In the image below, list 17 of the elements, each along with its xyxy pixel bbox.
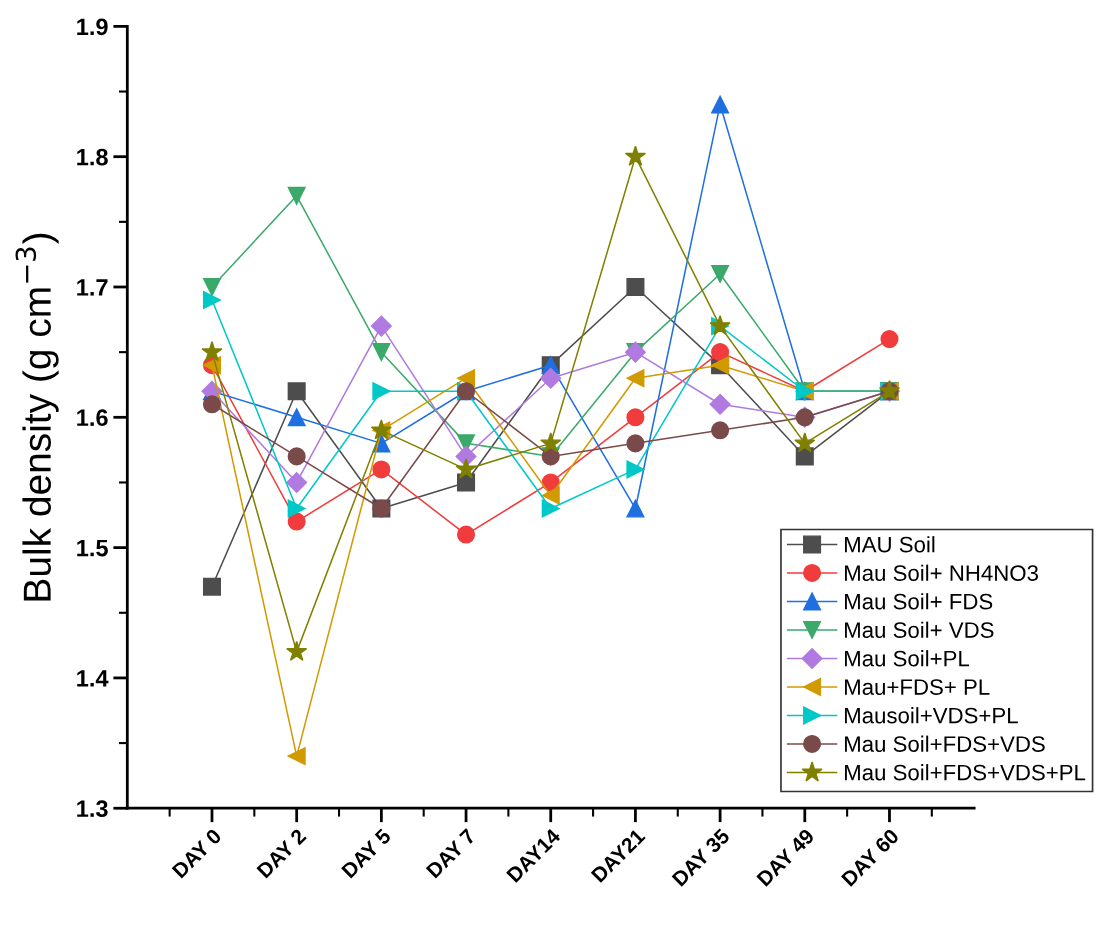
legend-label: Mausoil+VDS+PL (845, 707, 1018, 724)
y-tick-label: 1.3 (77, 800, 108, 818)
legend-label: Mau+FDS+ PL (845, 679, 990, 695)
legend-label: Mau Soil+ FDS (845, 593, 993, 610)
y-tick-label: 1.6 (77, 409, 108, 427)
y-axis-title: Bulk density (g cm$^{−3}$) (15, 233, 59, 601)
y-tick-label: 1.7 (77, 279, 108, 296)
y-tick-label: 1.5 (77, 539, 108, 557)
y-tick-label: 1.4 (77, 670, 109, 687)
legend-label: Mau Soil+PL (845, 650, 970, 667)
legend-label: MAU Soil (845, 536, 935, 553)
y-tick-label: 1.8 (77, 148, 108, 166)
legend-label: Mau Soil+ NH4NO3 (845, 564, 1038, 581)
y-tick-label: 1.9 (77, 18, 108, 36)
legend-label: Mau Soil+FDS+VDS (845, 735, 1045, 752)
legend-label: Mau Soil+FDS+VDS+PL (845, 764, 1086, 781)
legend-label: Mau Soil+ VDS (845, 621, 994, 638)
